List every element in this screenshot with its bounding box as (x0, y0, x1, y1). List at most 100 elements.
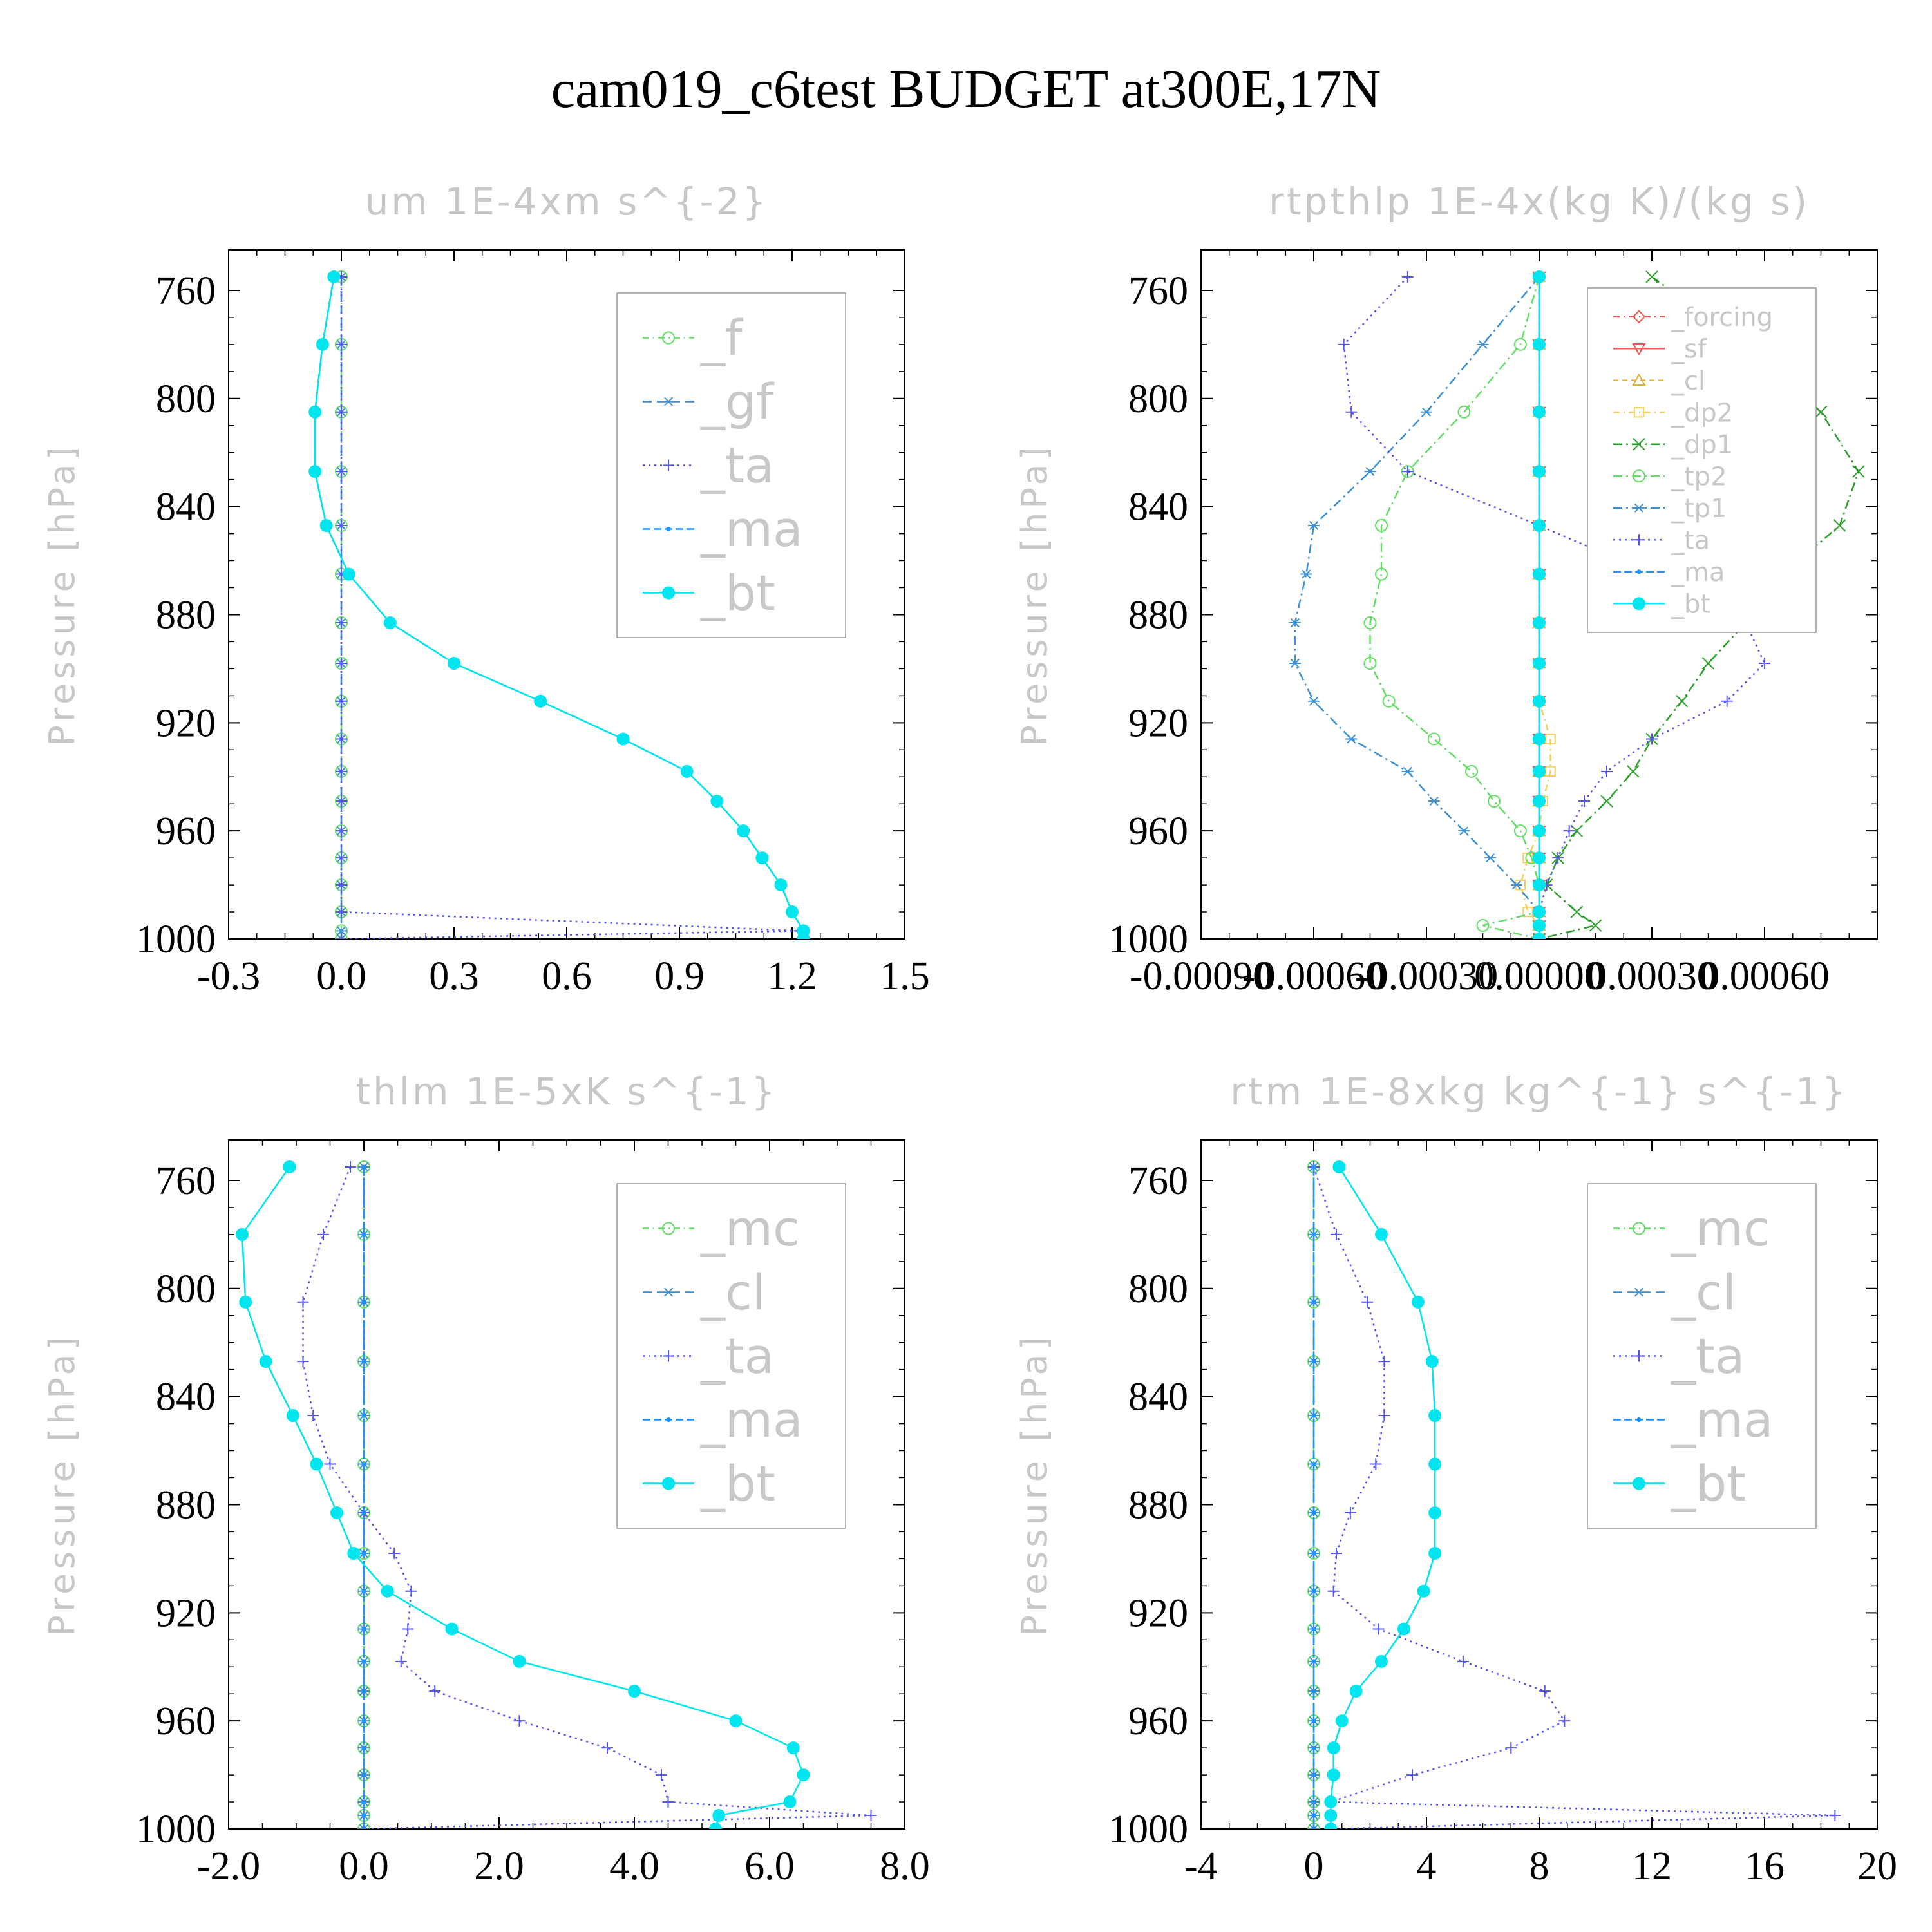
y-tick-label: 840 (156, 1376, 216, 1419)
chart-panel-4: rtm 1E-8xkg kg^{-1} s^{-1} Pressure [hPa]… (1014, 1070, 1897, 1888)
data-point-bt (319, 519, 333, 532)
data-point-ma (1311, 1745, 1316, 1750)
data-point-bt (737, 824, 750, 838)
legend-marker (1633, 534, 1645, 546)
data-point-bt (1533, 905, 1546, 919)
legend-marker (1633, 503, 1645, 513)
legend-label: _cl (1671, 366, 1705, 396)
data-point-ta (1563, 825, 1575, 837)
data-point-bt (755, 851, 769, 865)
series-line-ta (1312, 1166, 1835, 1829)
data-point-tp1 (1477, 339, 1489, 349)
data-point-ma (361, 1718, 366, 1723)
data-point-bt (1533, 933, 1546, 939)
data-point-ta (1338, 338, 1350, 350)
legend-marker (663, 1350, 674, 1362)
legend-marker (1632, 310, 1646, 324)
data-point-bt (1533, 878, 1546, 892)
legend-label: _bt (700, 564, 775, 621)
data-point-dp1 (1833, 519, 1846, 532)
data-point-ma (1311, 1689, 1316, 1694)
y-tick-label: 760 (156, 269, 216, 313)
data-point-ma (1311, 1799, 1316, 1804)
data-point-ma (361, 1413, 366, 1418)
legend-label: _mc (1671, 1200, 1770, 1257)
y-tick-label: 960 (1128, 810, 1188, 853)
y-tick-label: 800 (1128, 1267, 1188, 1311)
x-tick-label: -0.00030 (1355, 954, 1498, 998)
data-point-ta (402, 1623, 414, 1635)
x-tick-label: 2.0 (474, 1844, 524, 1888)
x-tick-label: 12 (1632, 1844, 1672, 1888)
series-group (308, 270, 810, 939)
data-point-dp1 (1589, 919, 1602, 932)
data-point-dp1 (1600, 795, 1613, 808)
data-point-bt (1533, 337, 1546, 351)
data-point-tp1 (1401, 766, 1414, 776)
legend-label: _ta (700, 437, 774, 494)
data-point-bt (1375, 1654, 1388, 1668)
data-point-tp1 (1308, 520, 1320, 531)
x-tick-label: -0.00090 (1130, 954, 1273, 998)
x-tick-label: 0.9 (654, 954, 705, 998)
data-point-bt (709, 1823, 722, 1829)
data-point-ta (336, 520, 347, 531)
data-point-bt (1533, 824, 1546, 838)
data-point-dp1 (1701, 657, 1715, 670)
y-tick-label: 960 (156, 810, 216, 853)
legend-marker (1632, 373, 1646, 386)
data-point-ma (361, 1232, 366, 1237)
data-point-bt (1397, 1622, 1410, 1636)
data-point-ta (336, 852, 347, 864)
data-point-ma (361, 1659, 366, 1664)
data-point-ta (1345, 406, 1358, 418)
data-point-ta (601, 1742, 613, 1754)
data-point-bt (1533, 405, 1546, 419)
data-point-bt (330, 1506, 343, 1520)
data-point-ma (361, 1799, 366, 1804)
data-point-bt (616, 732, 630, 746)
x-tick-label: 4.0 (609, 1844, 659, 1888)
data-point-bt (712, 1809, 726, 1823)
data-point-ta (1361, 1296, 1374, 1308)
data-point-ta (297, 1296, 309, 1308)
data-point-ta (336, 933, 347, 939)
data-point-ma (1311, 1718, 1316, 1723)
legend-label: _dp2 (1671, 398, 1733, 428)
y-tick-label: 880 (1128, 593, 1188, 637)
legend: _mc _cl _ta _ma _bt (616, 1183, 846, 1529)
y-tick-label: 1000 (1108, 1808, 1188, 1852)
y-tick-label: 760 (1128, 1159, 1188, 1203)
y-axis-label: Pressure [hPa] (1014, 1332, 1055, 1636)
data-point-bt (1417, 1584, 1430, 1598)
data-point-bt (797, 933, 810, 939)
data-point-bt (534, 694, 547, 708)
data-point-ta (1370, 1458, 1382, 1470)
data-point-ta (336, 765, 347, 777)
data-point-bt (236, 1227, 249, 1241)
data-point-ta (429, 1685, 441, 1697)
data-point-ma (1311, 1826, 1316, 1829)
data-point-ma (1311, 1659, 1316, 1664)
data-point-tp2 (1513, 337, 1527, 351)
data-point-ta (336, 658, 347, 669)
data-point-tp1 (1289, 658, 1301, 668)
data-point-ta (336, 466, 347, 478)
x-tick-label: 0.6 (542, 954, 592, 998)
data-point-ta (1721, 695, 1733, 707)
legend: _mc _cl _ta _ma _bt (1587, 1183, 1817, 1529)
data-point-dp1 (1570, 824, 1584, 837)
data-point-ta (336, 406, 347, 418)
y-tick-label: 920 (156, 1591, 216, 1635)
panel-title: rtpthlp 1E-4x(kg K)/(kg s) (1269, 180, 1810, 223)
series-group (1307, 1160, 1841, 1829)
x-tick-label: -2.0 (197, 1844, 260, 1888)
data-point-bt (1533, 694, 1546, 708)
y-axis-label: Pressure [hPa] (42, 442, 82, 746)
data-point-ma (1311, 1813, 1316, 1818)
data-point-ta (1759, 658, 1770, 669)
data-point-dp1 (1852, 465, 1865, 478)
data-point-bt (1533, 616, 1546, 630)
legend-label: _gf (700, 373, 775, 430)
data-point-ma (361, 1551, 366, 1556)
